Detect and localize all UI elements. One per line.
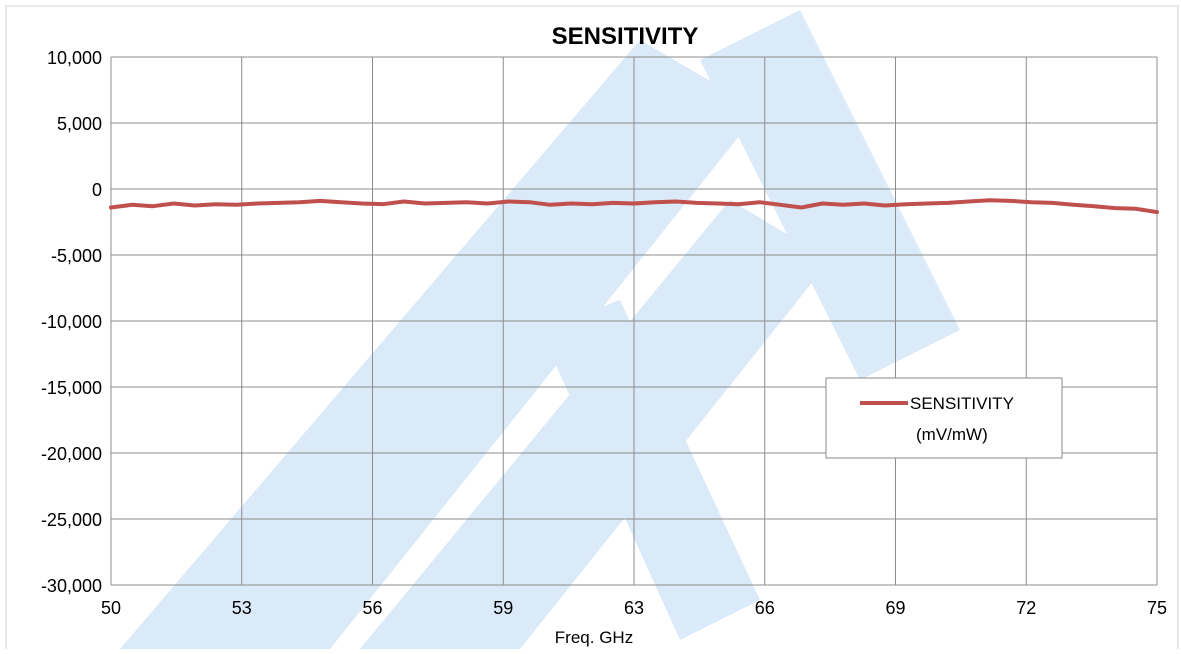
x-tick-label: 63: [624, 598, 644, 618]
x-tick-label: 75: [1147, 598, 1167, 618]
y-tick-label: -25,000: [41, 510, 102, 530]
x-tick-label: 69: [885, 598, 905, 618]
grid-layer: [110, 56, 1158, 586]
y-tick-label: 10,000: [47, 48, 102, 68]
x-tick-label: 72: [1016, 598, 1036, 618]
chart-title: SENSITIVITY: [552, 23, 699, 50]
y-tick-label: -15,000: [41, 378, 102, 398]
y-tick-label: -20,000: [41, 444, 102, 464]
legend-label-line2: (mV/mW): [916, 425, 988, 444]
axis-labels-layer: 10,000 5,000 0 -5,000 -10,000 -15,000 -20,000 -…: [41, 48, 1167, 618]
legend: SENSITIVITY (mV/mW): [825, 377, 1063, 459]
x-tick-label: 50: [101, 598, 121, 618]
y-tick-label: -10,000: [41, 312, 102, 332]
legend-box: [825, 377, 1063, 459]
x-tick-label: 59: [493, 598, 513, 618]
y-tick-label: 0: [92, 180, 102, 200]
x-axis-title: Freq. GHz: [555, 628, 633, 647]
x-tick-label: 66: [755, 598, 775, 618]
legend-label-line1: SENSITIVITY: [910, 394, 1014, 413]
chart-border: [5, 5, 1179, 654]
series-layer: [109, 198, 1159, 215]
y-tick-label: -5,000: [51, 246, 102, 266]
y-tick-label: 5,000: [57, 114, 102, 134]
series-line-sensitivity: [109, 198, 1159, 215]
watermark-logo: [120, 10, 960, 649]
x-tick-label: 53: [232, 598, 252, 618]
x-tick-label: 56: [362, 598, 382, 618]
y-tick-label: -30,000: [41, 576, 102, 596]
